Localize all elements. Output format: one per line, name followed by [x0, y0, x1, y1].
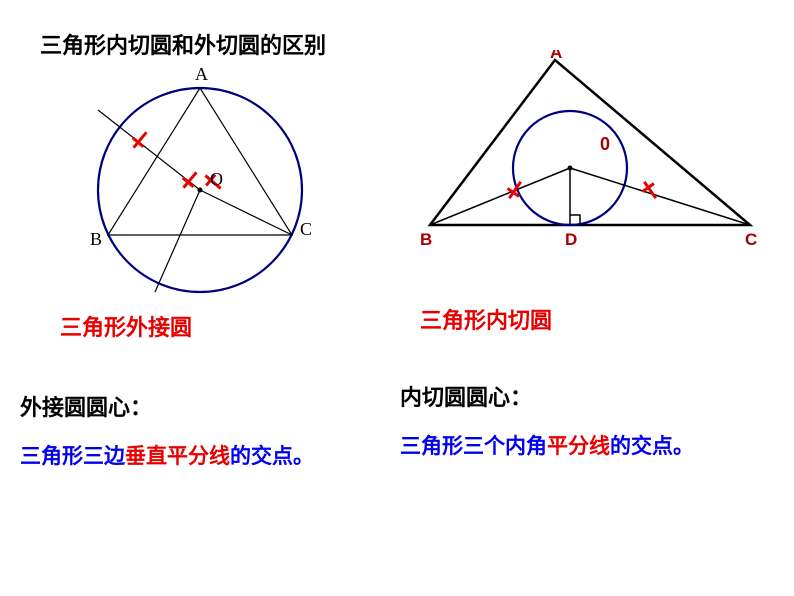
incircle-caption: 三角形内切圆: [420, 303, 552, 335]
incenter-heading: 内切圆圆心：: [400, 380, 532, 412]
incircle-svg: A B C D 0: [400, 50, 780, 250]
label-b-right: B: [420, 230, 432, 249]
incircle-diagram: A B C D 0: [400, 50, 780, 250]
perp-bisector-bc: [155, 190, 200, 292]
center-o-right: [568, 166, 573, 171]
tick-mark-1: [128, 128, 152, 152]
label-c-right: C: [745, 230, 757, 249]
def-part-3: 的交点。: [230, 445, 314, 468]
label-a-right: A: [550, 50, 562, 62]
label-b-left: B: [90, 229, 102, 249]
circumcircle-diagram: A B C O: [40, 50, 380, 310]
label-c-left: C: [300, 219, 312, 239]
label-d-right: D: [565, 230, 577, 249]
label-a-left: A: [195, 64, 208, 84]
def-part-3: 的交点。: [610, 435, 694, 458]
label-o-right: 0: [600, 134, 610, 154]
def-part-1: 三角形三边: [20, 445, 125, 468]
bisector-c: [570, 168, 750, 225]
label-o-left: O: [210, 169, 223, 189]
circumcenter-heading: 外接圆圆心：: [20, 390, 152, 422]
def-part-1: 三角形三个内角: [400, 435, 547, 458]
circumcircle-svg: A B C O: [40, 50, 380, 310]
def-part-2: 垂直平分线: [125, 445, 230, 468]
def-part-2: 平分线: [547, 435, 610, 458]
triangle-abc-right: [430, 60, 750, 225]
center-o-left: [198, 188, 203, 193]
circumcircle-caption: 三角形外接圆: [60, 310, 192, 342]
circumcenter-definition: 三角形三边垂直平分线的交点。: [20, 440, 314, 470]
tick-mark-right: [639, 178, 662, 202]
incenter-definition: 三角形三个内角平分线的交点。: [400, 430, 694, 460]
